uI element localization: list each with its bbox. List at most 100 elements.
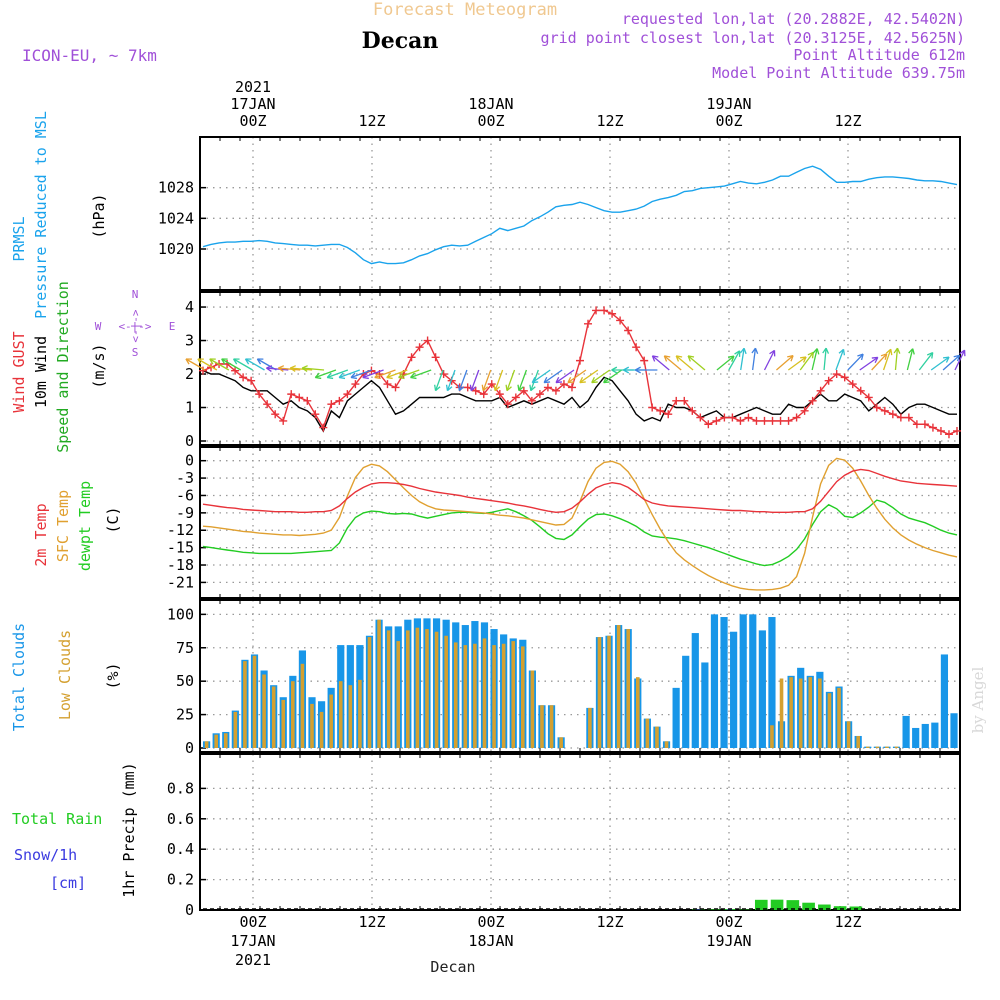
pressure-labels: PRMSL Pressure Reduced to MSL (hPa) <box>10 111 108 319</box>
gust-marker-16 <box>327 400 336 409</box>
gust-marker-83 <box>864 393 873 402</box>
low-cloud-bar-1 <box>214 734 218 748</box>
gust-marker-26 <box>407 353 416 362</box>
low-cloud-bar-69 <box>865 746 870 748</box>
low-cloud-bar-12 <box>319 711 324 748</box>
low-cloud-bar-64 <box>818 678 822 748</box>
compass-w: W <box>95 320 102 333</box>
gust-marker-82 <box>856 386 865 395</box>
top-tick-3: 12Z <box>596 112 623 130</box>
low-cloud-bar-66 <box>837 687 841 748</box>
wind-arrow-8 <box>277 365 301 372</box>
gust-marker-48 <box>584 319 593 328</box>
wind-arrow-18 <box>398 369 420 380</box>
gust-marker-51 <box>608 309 617 318</box>
gust-marker-58 <box>664 410 673 419</box>
point-altitude: Point Altitude 612m <box>793 46 965 64</box>
gust-marker-11 <box>287 390 296 399</box>
gust-marker-66 <box>728 413 737 422</box>
temperature-frame <box>199 446 961 599</box>
dewpt-label: dewpt Temp <box>76 481 94 571</box>
svg-text:18JAN: 18JAN <box>468 932 513 950</box>
wind-gust-line <box>202 309 958 436</box>
total-cloud-bar-76 <box>931 722 939 748</box>
gust-marker-56 <box>648 403 657 412</box>
gust-marker-41 <box>527 396 536 405</box>
clouds-ytick-3: 75 <box>176 639 194 657</box>
svg-text:17JAN: 17JAN <box>230 95 275 113</box>
total-cloud-bar-56 <box>739 614 747 748</box>
gust-marker-19 <box>351 380 360 389</box>
gust-marker-68 <box>744 413 753 422</box>
top-tick-0: 2021 17JAN 00Z <box>230 78 275 130</box>
gust-marker-7 <box>255 390 264 399</box>
svg-text:12Z: 12Z <box>834 913 861 931</box>
wind-arrow-50 <box>799 351 814 371</box>
wind-arrow-2 <box>209 358 230 371</box>
total-cloud-bar-55 <box>730 631 738 748</box>
clouds-frame <box>199 599 961 753</box>
gust-marker-12 <box>295 393 304 402</box>
low-cloud-bar-71 <box>885 746 889 748</box>
low-cloud-bar-11 <box>310 703 314 748</box>
wind-arrow-49 <box>787 356 807 371</box>
low-cloud-bar-65 <box>827 693 832 748</box>
wind-arrow-57 <box>882 348 893 371</box>
bottom-tick-4: 00Z 19JAN <box>706 913 751 950</box>
precipitation-ytick-4: 0.8 <box>167 779 194 797</box>
wind-arrow-61 <box>930 356 950 371</box>
low-cloud-bar-37 <box>559 737 563 748</box>
wind-ytick-2: 2 <box>185 365 194 383</box>
gust-marker-81 <box>848 380 857 389</box>
gust-marker-75 <box>800 406 809 415</box>
compass-n: N <box>132 288 139 301</box>
wind-arrow-43 <box>716 355 735 371</box>
low-cloud-bar-21 <box>406 630 410 748</box>
gust-marker-47 <box>576 356 584 365</box>
gust-marker-17 <box>335 396 344 405</box>
rain-bar-32 <box>707 909 721 910</box>
wind-labels: Wind GUST 10m Wind Speed and Direction (… <box>10 281 175 453</box>
gust-marker-27 <box>415 343 424 352</box>
wind-arrow-3 <box>221 358 242 371</box>
gust-marker-10 <box>279 416 288 425</box>
pressure-line <box>202 165 958 265</box>
low-cloud-bar-40 <box>588 707 592 748</box>
bottom-tick-1: 12Z <box>358 913 385 931</box>
bottom-tick-3: 12Z <box>596 913 623 931</box>
prmsl-label: PRMSL <box>10 216 28 261</box>
low-cloud-bar-70 <box>875 746 880 748</box>
wind-arrow-23 <box>469 369 480 392</box>
low-cloud-bar-17 <box>367 637 372 748</box>
low-cloud-bar-46 <box>645 718 650 748</box>
low-cloud-bar-23 <box>425 629 429 748</box>
low-cloud-bar-7 <box>271 686 276 748</box>
gust-marker-85 <box>880 406 889 415</box>
low-cloud-bar-45 <box>635 677 640 748</box>
gust-marker-36 <box>487 380 496 389</box>
clouds-ytick-2: 50 <box>176 672 194 690</box>
low-cloud-bar-5 <box>252 655 257 748</box>
gust-marker-71 <box>768 416 777 425</box>
low-cloud-bar-43 <box>616 625 621 748</box>
top-tick-4: 19JAN 00Z <box>706 95 751 130</box>
wind-arrow-7 <box>266 365 289 372</box>
gust-marker-79 <box>832 370 841 379</box>
low-cloud-bar-33 <box>521 646 525 748</box>
cloud-bars <box>203 614 958 748</box>
low-cloud-bar-22 <box>415 627 420 748</box>
gust-marker-55 <box>640 356 649 365</box>
wind-ytick-3: 3 <box>185 332 194 350</box>
gust-marker-92 <box>936 426 945 435</box>
wind-arrow-25 <box>493 369 504 392</box>
gust-marker-77 <box>816 386 825 395</box>
low-cloud-bar-28 <box>473 643 477 748</box>
gust-marker-86 <box>888 410 897 419</box>
svg-text:19JAN: 19JAN <box>706 932 751 950</box>
gust-marker-38 <box>503 400 512 409</box>
total-cloud-bar-78 <box>950 713 958 748</box>
low-cloud-bar-13 <box>329 694 333 748</box>
total-clouds-label: Total Clouds <box>10 623 28 731</box>
low-cloud-bar-63 <box>808 677 813 748</box>
